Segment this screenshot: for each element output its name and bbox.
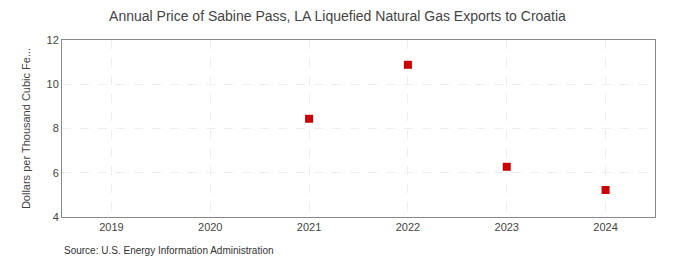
- svg-text:4: 4: [53, 211, 59, 223]
- svg-text:2021: 2021: [297, 221, 321, 233]
- svg-text:Annual Price of Sabine Pass, L: Annual Price of Sabine Pass, LA Liquefie…: [109, 8, 566, 24]
- svg-text:8: 8: [53, 122, 59, 134]
- svg-text:Source: U.S. Energy Informatio: Source: U.S. Energy Information Administ…: [64, 245, 274, 256]
- svg-text:2020: 2020: [198, 221, 222, 233]
- svg-text:6: 6: [53, 167, 59, 179]
- svg-text:12: 12: [47, 34, 59, 46]
- svg-text:2024: 2024: [593, 221, 617, 233]
- svg-text:2022: 2022: [396, 221, 420, 233]
- svg-text:2023: 2023: [495, 221, 519, 233]
- svg-text:10: 10: [47, 78, 59, 90]
- svg-text:Dollars per Thousand Cubic Fe.: Dollars per Thousand Cubic Fe...: [20, 48, 32, 209]
- svg-text:2019: 2019: [99, 221, 123, 233]
